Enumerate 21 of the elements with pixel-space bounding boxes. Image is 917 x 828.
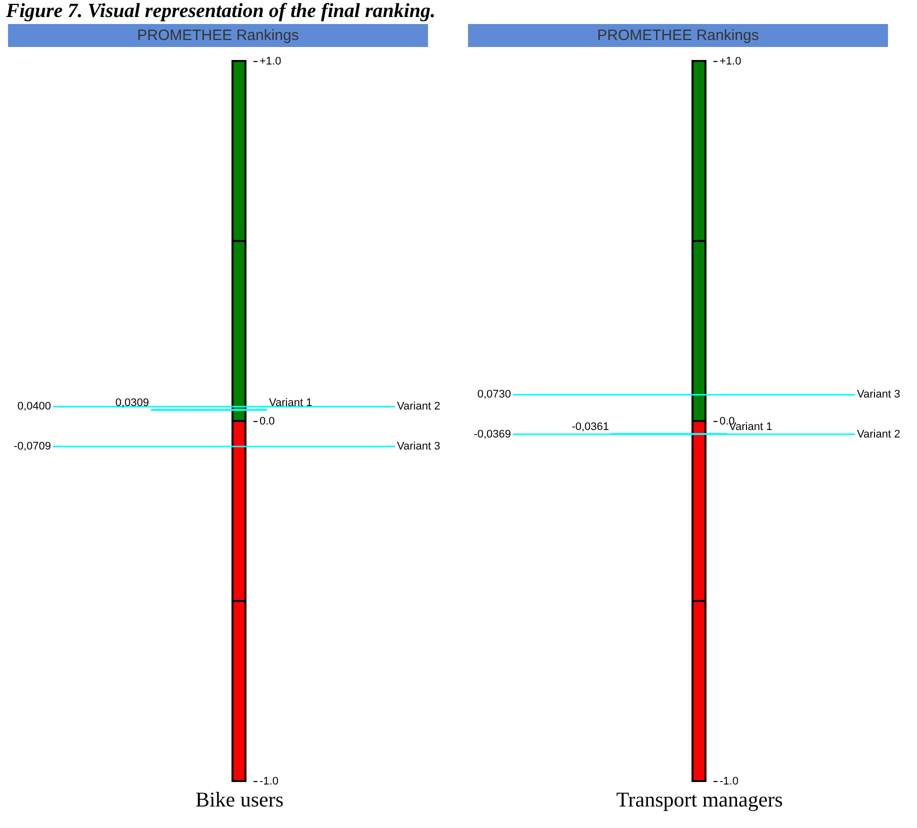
y-tick-label: +1.0 (260, 56, 282, 68)
x-axis-title: Transport managers (616, 788, 783, 812)
caption: Figure 7. Visual representation of the final ranking. (5, 0, 437, 24)
annotation: -0,0361 (572, 420, 609, 433)
ref-line-label: Variant 3 (397, 440, 440, 453)
text: 0,0309 (115, 396, 149, 409)
y-tick-label: -1.0 (720, 776, 738, 788)
text: -0,0369 (474, 428, 511, 440)
y-tick-label: +1.0 (720, 56, 742, 68)
y-tick-label: 0.0 (260, 416, 275, 428)
text: 0,0730 (477, 388, 511, 401)
ref-line-label: Variant 2 (397, 400, 440, 413)
x-axis-title: Bike users (195, 788, 284, 812)
text: -0,0709 (14, 440, 51, 453)
ref-line-label: Variant 1 (269, 396, 312, 409)
chart-title: PROMETHEE Rankings (8, 24, 428, 47)
ref-line-label: Variant 2 (857, 428, 900, 440)
chart-title: PROMETHEE Rankings (468, 24, 888, 47)
text: 0,0400 (17, 400, 51, 413)
y-tick-label: -1.0 (260, 776, 278, 788)
ref-line-label: Variant 3 (857, 388, 900, 401)
